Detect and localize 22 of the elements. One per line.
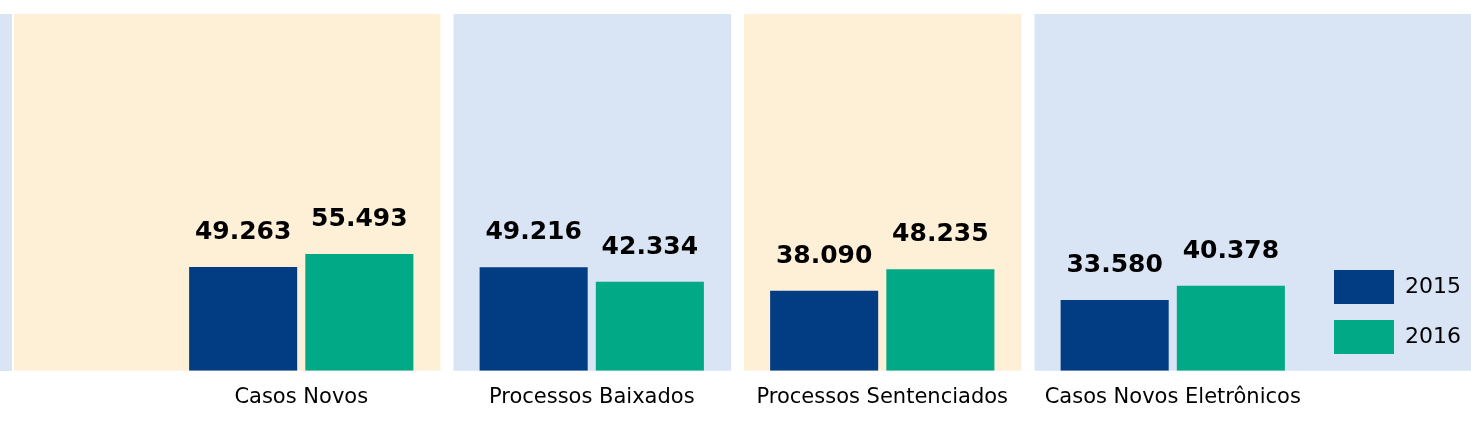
bar [1176,285,1285,371]
data-label: 49.216 [485,216,582,246]
data-label: 55.493 [311,203,408,232]
data-label: 40.378 [1182,234,1280,264]
data-label: 48.235 [892,218,989,248]
data-label: 33.580 [1066,249,1163,279]
x-tick-label: Processos Sentenciados [756,383,1009,408]
legend-label: 2015 [1405,272,1462,298]
bar [189,267,298,371]
x-tick-label: Casos Novos Eletrônicos [1044,383,1301,408]
bar [1060,300,1169,371]
bar [305,254,414,371]
x-tick-label: Processos Baixados [488,383,695,408]
bar [479,267,588,371]
bar [595,281,704,371]
bar [886,269,995,371]
x-tick-label: Casos Novos [234,383,369,408]
data-label: 49.263 [194,216,292,246]
legend-label: 2016 [1405,322,1462,348]
data-label: 38.090 [775,239,873,269]
data-label: 42.334 [601,230,699,260]
bar [770,290,879,371]
